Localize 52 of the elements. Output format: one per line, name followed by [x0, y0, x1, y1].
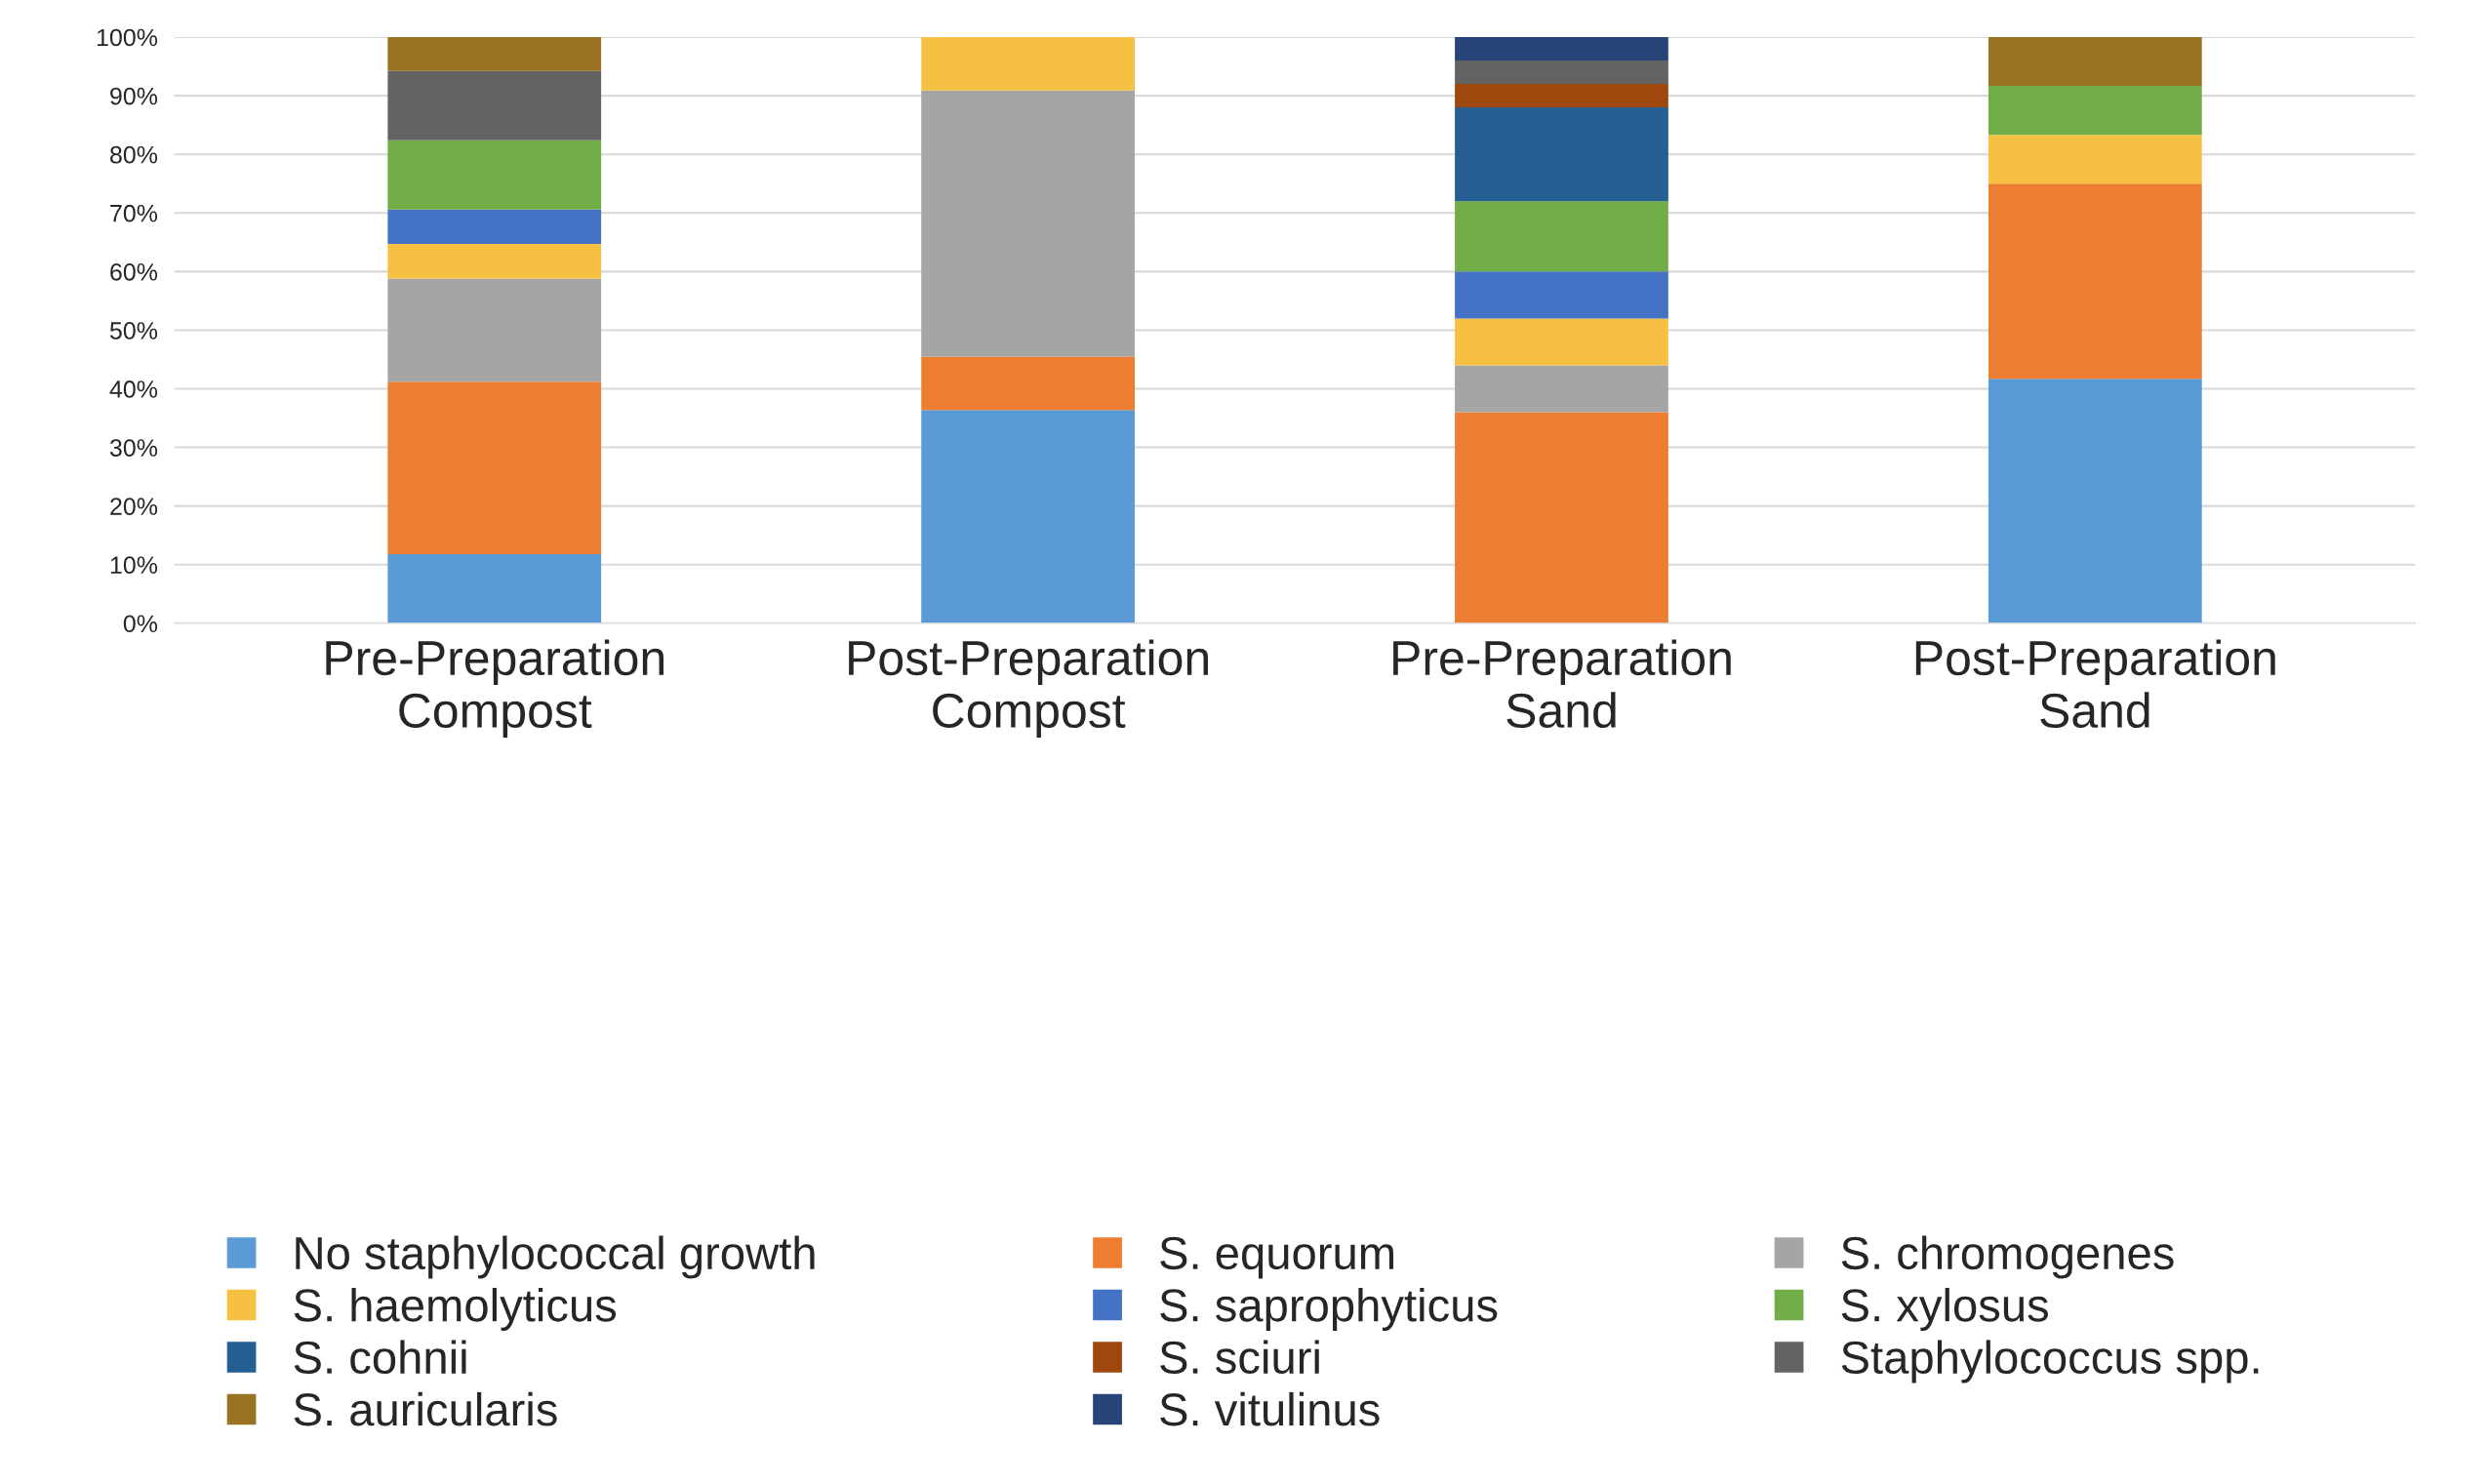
bar [387, 37, 602, 71]
y-tick-label: 10% [110, 556, 158, 575]
legend-label: Staphylococcus spp. [1841, 1340, 2259, 1384]
bar [1455, 365, 1668, 413]
bar [1455, 318, 1668, 366]
bar [1988, 379, 2202, 623]
bar [387, 244, 602, 279]
bar [387, 553, 602, 623]
bar [921, 410, 1135, 623]
bar [921, 90, 1135, 357]
y-tick-label: 50% [109, 322, 158, 340]
bar [387, 278, 602, 382]
bar [1455, 271, 1668, 319]
legend-label: S. sciuri [1160, 1340, 1319, 1375]
y-tick-label: 30% [109, 439, 158, 457]
legend-label: S. haemolyticus [294, 1287, 617, 1331]
legend-label: S. equorum [1160, 1236, 1393, 1279]
y-tick-label: 60% [110, 262, 158, 281]
bar [921, 356, 1135, 411]
bar [1455, 201, 1668, 272]
bar [1455, 107, 1668, 202]
bar [387, 70, 602, 140]
legend-label: S. saprophyticus [1160, 1287, 1498, 1331]
bar [387, 209, 602, 245]
x-tick-label: Post-Preparation Compost [849, 639, 1208, 738]
x-tick-label: Pre-Preparation Sand [1393, 639, 1731, 729]
bar [1455, 412, 1668, 623]
bar [387, 381, 602, 554]
y-tick-label: 90% [110, 87, 158, 105]
legend-label: S. xylosus [1841, 1287, 2049, 1331]
bar [1988, 85, 2202, 136]
legend-label: S. cohnii [294, 1340, 466, 1375]
bar [387, 140, 602, 210]
bar [1988, 135, 2202, 184]
bar [1455, 60, 1668, 85]
bar [1988, 37, 2202, 86]
y-tick-label: 70% [110, 204, 158, 222]
bar [1455, 37, 1668, 61]
y-tick-label: 40% [109, 381, 158, 398]
bar [1455, 84, 1668, 108]
legend-label: S. auricularis [294, 1391, 557, 1426]
bar [921, 37, 1135, 91]
y-tick-label: 80% [110, 145, 158, 164]
x-tick-label: Pre-Preparation Compost [326, 639, 663, 738]
y-tick-label: 20% [110, 498, 158, 515]
y-tick-label: 0% [123, 615, 158, 633]
y-tick-label: 100% [97, 28, 158, 47]
legend-label: S. chromogenes [1841, 1235, 2174, 1279]
x-tick-label: Post-Preparation Sand [1915, 639, 2275, 729]
legend-label: S. vitulinus [1160, 1391, 1380, 1426]
legend-label: No staphylococcal growth [296, 1235, 815, 1279]
bar [1988, 183, 2202, 380]
